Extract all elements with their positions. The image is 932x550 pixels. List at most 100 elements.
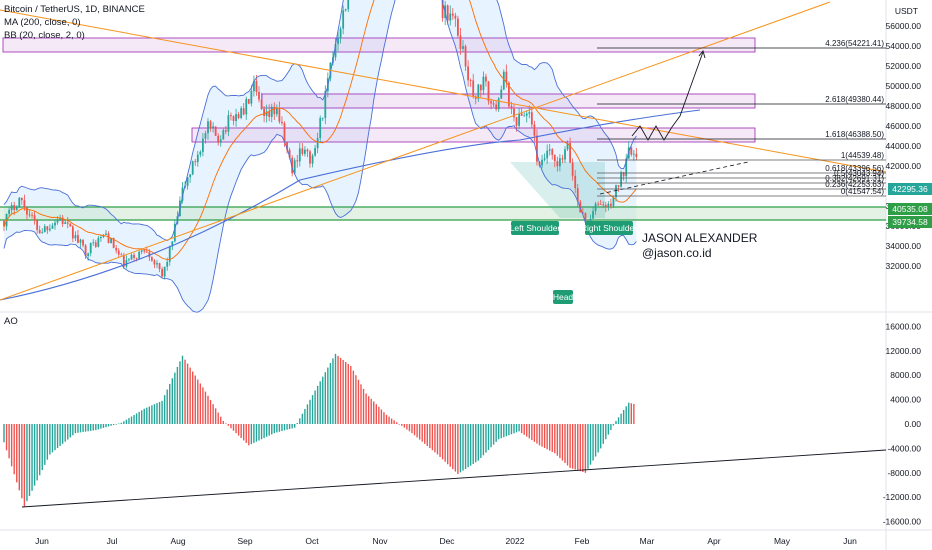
candle-body [576,188,579,202]
candle-body [158,263,161,269]
ao-bar [492,424,495,445]
time-tick: Mar [640,536,655,546]
symbol-legend[interactable]: Bitcoin / TetherUS, 1D, BINANCE [4,4,145,15]
bb-legend[interactable]: BB (20, close, 2, 0) [4,30,85,41]
candle-body [564,149,566,160]
candle-body [230,115,232,117]
fib-level-label: 4.236(54221.41) [825,39,884,48]
ma-legend[interactable]: MA (200, close, 0) [4,17,81,28]
ao-bar [151,405,153,424]
candle-body [186,177,189,186]
candle-body [77,235,79,243]
candle-body [138,251,141,259]
candle-body [122,254,125,267]
ao-bar [370,398,372,424]
ao-bar [367,396,370,424]
ao-bar [214,408,217,424]
ao-bar [388,416,390,424]
ao-bar [610,424,612,431]
candle-body [533,124,536,136]
ao-bar [273,424,275,434]
ao-bar [18,424,20,491]
ao-pane[interactable] [0,312,886,530]
ao-bar [510,424,513,435]
ao-bar [230,424,232,429]
candle-body [296,160,299,162]
ao-bar [584,424,587,473]
ao-bar [600,424,602,449]
candle-body [20,197,23,201]
axes: USDT 56000.00 54000.00 52000.00 50000.00 4800… [35,6,932,546]
ao-tick: 16000.00 [886,321,922,331]
ao-bar [416,424,418,438]
candle-body [513,108,515,118]
ao-bar [498,424,500,440]
ao-bar [390,418,393,424]
ao-bar [597,424,599,453]
ao-tick: 0.00 [904,419,921,429]
ao-bar [431,424,434,451]
ao-bar [487,424,490,450]
candle-body [324,91,327,118]
price-tick: 48000.00 [886,101,922,111]
price-tag-bg [888,183,932,195]
ao-bar [120,422,122,424]
candle-body [168,246,171,262]
ao-bar [559,424,561,459]
ao-bar [362,388,365,424]
candle-body [505,71,508,83]
ao-bar [54,424,56,451]
ao-bar [248,424,250,446]
candle-body [342,10,345,29]
author-name: JASON ALEXANDER [642,231,758,245]
candle-body [51,225,54,229]
candle-body [151,257,153,261]
ao-bar [288,424,291,430]
trendline-rising [0,1,831,301]
candle-body [556,161,559,167]
price-tick: 50000.00 [886,81,922,91]
candle-body [273,106,276,115]
candle-body [584,213,587,222]
ao-tick: -8000.00 [887,468,921,478]
resistance-box [2,37,756,53]
ao-legend[interactable]: AO [4,316,18,327]
candle-body [54,222,56,226]
candle-body [13,205,16,210]
price-tick: 32000.00 [886,261,922,271]
ao-bar [107,424,110,427]
candle-body [530,112,533,125]
candle-body [635,153,638,158]
ao-bar [258,424,260,441]
ao-bar [141,410,143,424]
candle-body [482,76,485,91]
ao-bar [620,413,622,424]
candle-body [202,138,204,152]
ao-bar [179,361,181,424]
candle-body [209,121,212,128]
candle-body [546,150,549,159]
candle-body [508,82,510,107]
bb-fill [4,0,637,313]
ao-bar [421,424,423,442]
ao-bar [311,395,314,424]
candle-body [612,197,615,206]
candle-body [26,207,28,215]
candle-body [110,237,112,244]
price-tick: 52000.00 [886,61,922,71]
price-tick: 34000.00 [886,241,922,251]
candle-body [589,218,592,223]
candle-body [125,260,128,267]
candle-body [523,115,526,117]
candle-body [490,101,492,104]
ao-bar [125,419,128,424]
time-tick: Oct [305,536,319,546]
ao-bar [605,424,607,440]
ao-bar [408,424,411,432]
ao-bar [574,424,576,470]
ao-bar [253,424,255,443]
price-tag: 40535.08 [892,204,928,214]
ao-bar [579,424,581,472]
ao-bar [260,424,263,440]
